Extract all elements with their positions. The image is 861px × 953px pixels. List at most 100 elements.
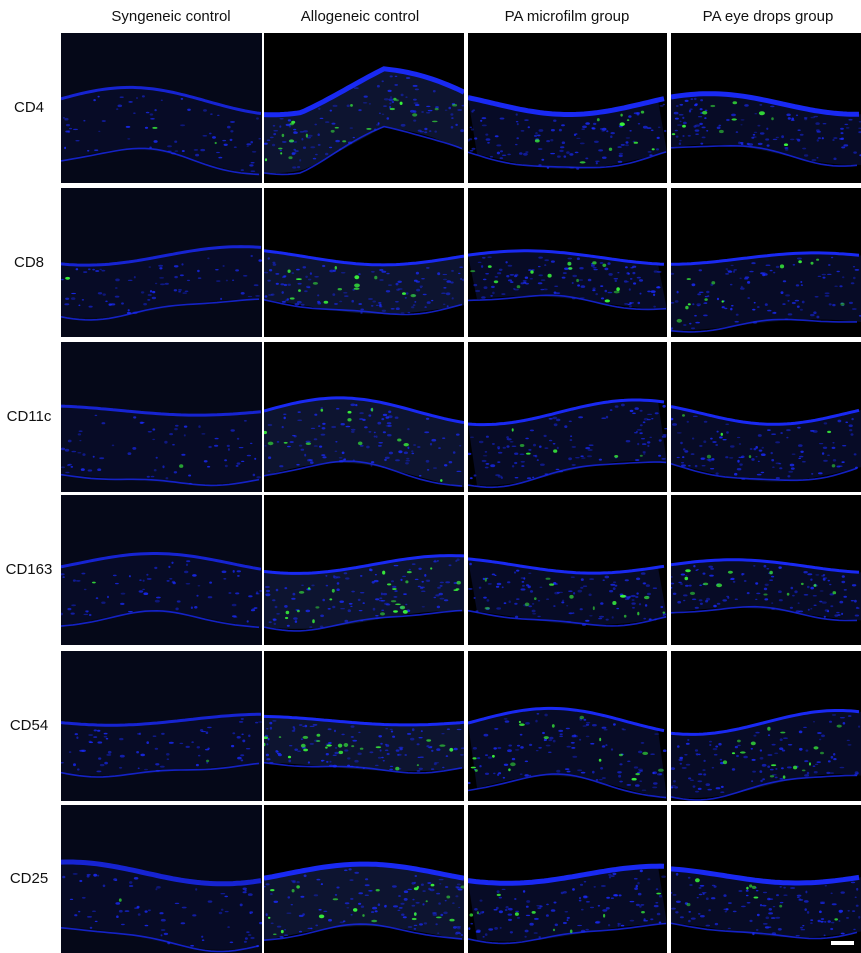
nucleus [71, 604, 76, 607]
nucleus [238, 447, 244, 449]
nucleus [514, 461, 518, 465]
nucleus [105, 737, 109, 740]
marker-positive-cell [296, 885, 300, 889]
nucleus [552, 416, 558, 420]
nucleus [71, 450, 77, 453]
nucleus [254, 457, 257, 460]
nucleus [142, 579, 145, 582]
nucleus [339, 921, 345, 924]
row-label: CD4 [13, 99, 44, 116]
nucleus [797, 602, 800, 604]
nucleus [284, 605, 288, 608]
nucleus [629, 919, 635, 922]
nucleus [811, 473, 814, 475]
nucleus [231, 603, 237, 607]
nucleus [436, 560, 439, 562]
nucleus [597, 904, 601, 907]
marker-positive-cell [264, 736, 268, 739]
nucleus [397, 909, 401, 911]
nucleus [799, 747, 803, 751]
nucleus [688, 911, 691, 913]
nucleus [658, 921, 662, 924]
nucleus [755, 446, 758, 449]
nucleus [108, 303, 112, 306]
nucleus [502, 776, 506, 779]
nucleus [287, 283, 291, 286]
nucleus [331, 122, 336, 125]
nucleus [790, 119, 795, 121]
epithelium-layer [61, 404, 262, 417]
nucleus [578, 279, 584, 281]
nucleus [490, 464, 496, 468]
nucleus [556, 418, 561, 422]
nucleus [559, 149, 564, 153]
nucleus [673, 780, 676, 783]
nucleus [587, 278, 592, 282]
nucleus [224, 459, 228, 462]
nucleus [374, 910, 378, 913]
nucleus [235, 269, 240, 272]
nucleus [791, 117, 794, 121]
nucleus [189, 482, 192, 485]
nucleus [620, 924, 625, 927]
nucleus [711, 897, 716, 900]
nucleus [839, 766, 845, 769]
nucleus [132, 311, 138, 315]
marker-positive-cell [343, 743, 349, 747]
marker-positive-cell [393, 610, 398, 613]
nucleus [511, 465, 515, 468]
marker-positive-cell [514, 912, 519, 916]
nucleus [516, 137, 519, 140]
nucleus [743, 277, 749, 280]
nucleus [302, 146, 307, 149]
marker-positive-cell [285, 616, 289, 620]
nucleus [839, 285, 843, 288]
nucleus [840, 891, 845, 894]
marker-positive-cell [92, 581, 96, 584]
nucleus [534, 917, 539, 920]
nucleus [368, 890, 373, 892]
micrograph-panel [264, 495, 464, 645]
nucleus [450, 126, 454, 129]
nucleus [414, 578, 419, 580]
nucleus [558, 591, 563, 594]
nucleus [639, 770, 643, 772]
nucleus [430, 768, 435, 770]
nucleus [608, 273, 613, 276]
nucleus [755, 731, 760, 734]
marker-positive-cell [508, 768, 511, 772]
endothelium-layer [264, 761, 463, 774]
nucleus [486, 599, 490, 602]
nucleus [594, 140, 599, 143]
nucleus [323, 910, 328, 912]
nucleus [294, 748, 298, 751]
nucleus [782, 280, 787, 283]
nucleus [550, 152, 555, 155]
nucleus [296, 463, 300, 466]
nucleus [650, 918, 654, 921]
nucleus [779, 901, 784, 904]
nucleus [840, 132, 844, 135]
nucleus [205, 731, 209, 734]
nucleus [781, 749, 786, 752]
nucleus [173, 471, 178, 474]
nucleus [133, 877, 139, 880]
micrograph-panel [264, 33, 464, 183]
nucleus [816, 139, 819, 142]
nucleus [618, 923, 622, 925]
micrograph-image [671, 866, 861, 940]
nucleus [641, 789, 647, 791]
nucleus [320, 433, 326, 436]
nucleus [637, 892, 642, 896]
nucleus [308, 459, 313, 461]
nucleus [718, 742, 722, 746]
nucleus [698, 291, 704, 293]
nucleus [115, 582, 119, 585]
nucleus [249, 911, 254, 914]
nucleus [290, 880, 296, 882]
nucleus [144, 910, 148, 913]
marker-positive-cell [406, 571, 412, 574]
nucleus [265, 883, 270, 886]
nucleus [320, 407, 324, 409]
marker-positive-cell [449, 747, 454, 752]
